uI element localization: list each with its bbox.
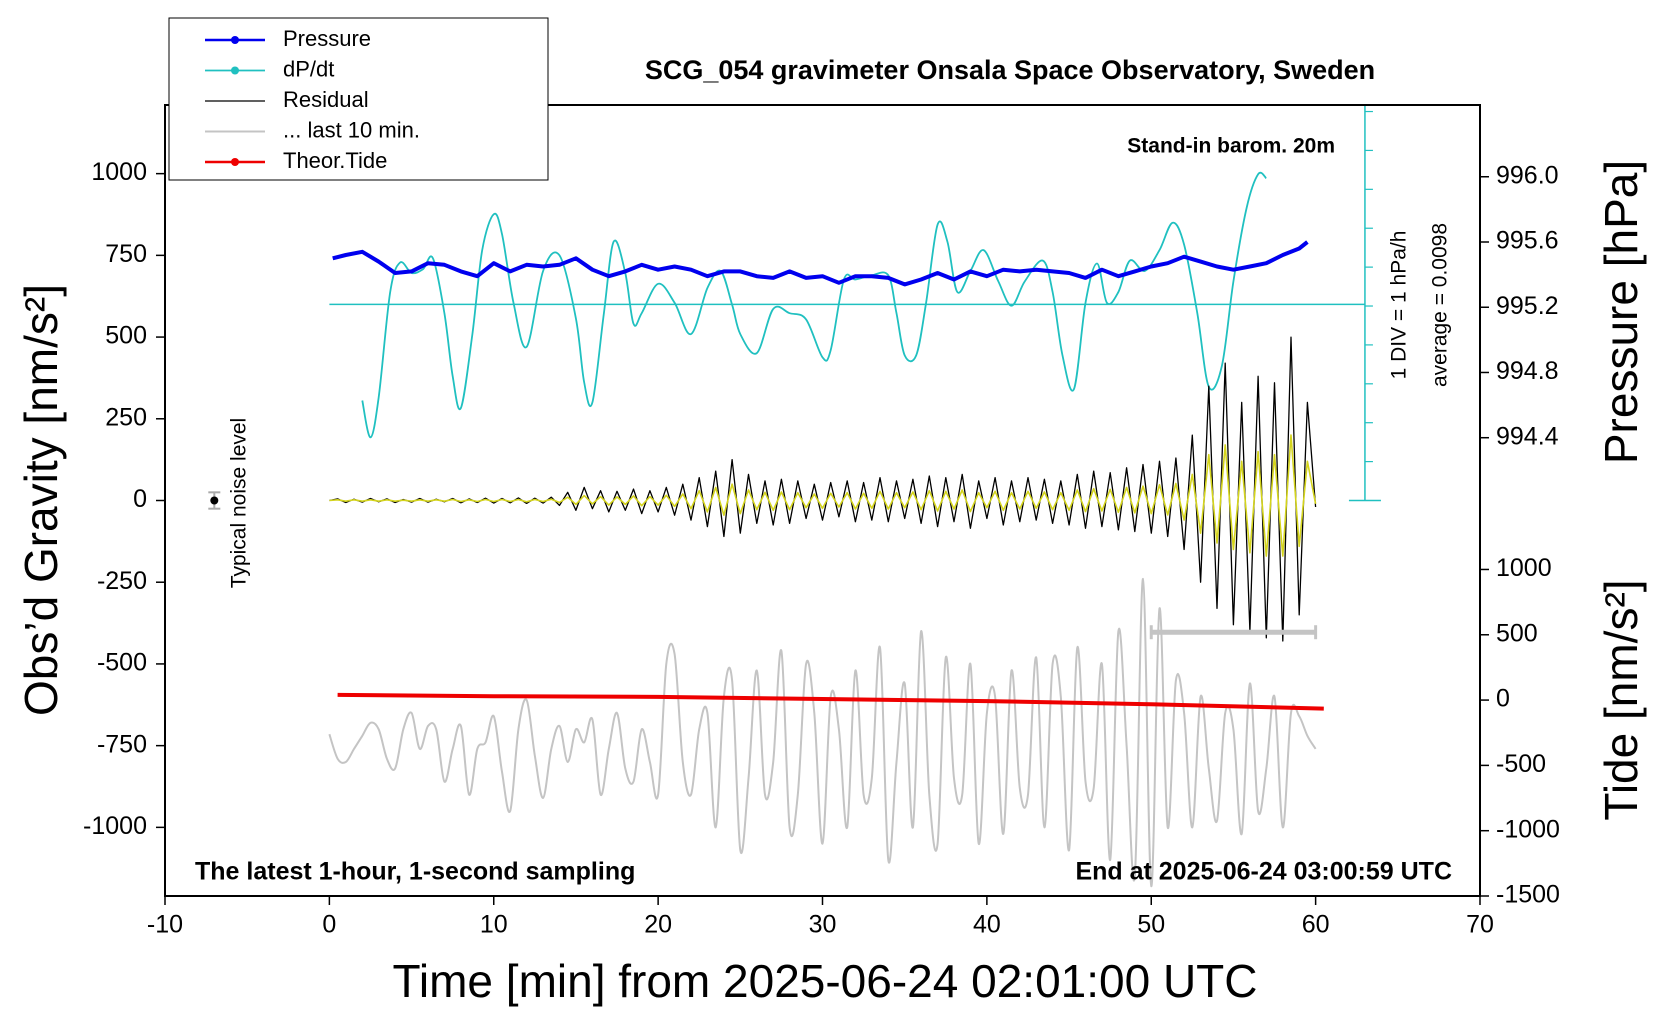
x-axis-title: Time [min] from 2025-06-24 02:01:00 UTC xyxy=(393,955,1258,1007)
annotation: The latest 1-hour, 1-second sampling xyxy=(195,858,635,886)
legend-marker xyxy=(231,158,239,166)
legend-label: dP/dt xyxy=(283,56,334,81)
y2-tick-label: 994.4 xyxy=(1496,422,1559,450)
x-tick-label: 10 xyxy=(480,911,508,939)
y-tick-label: 250 xyxy=(105,403,147,431)
x-tick-label: 50 xyxy=(1137,911,1165,939)
legend-label: Pressure xyxy=(283,26,371,51)
x-tick-label: 70 xyxy=(1466,911,1494,939)
legend: Pressure dP/dt Residual ... last 10 min. The… xyxy=(168,17,549,181)
y3-tick-label: 0 xyxy=(1496,685,1510,713)
series-line xyxy=(361,171,1267,439)
y-axis-title: Obs’d Gravity [nm/s²] xyxy=(15,284,67,716)
x-tick-label: 0 xyxy=(322,911,336,939)
y-tick-label: 0 xyxy=(133,485,147,513)
legend-label: Residual xyxy=(283,87,369,112)
legend-label: Theor.Tide xyxy=(283,148,387,173)
y-tick-label: -750 xyxy=(97,730,147,758)
annotation: 1 DIV = 1 hPa/h xyxy=(1388,231,1411,380)
x-tick-label: 30 xyxy=(809,911,837,939)
y-tick-label: 1000 xyxy=(91,158,147,186)
y3-tick-label: 500 xyxy=(1496,619,1538,647)
y2-axis-title: Pressure [hPa] xyxy=(1595,160,1647,464)
legend-marker xyxy=(231,36,239,44)
x-tick-label: 60 xyxy=(1302,911,1330,939)
series-line xyxy=(328,577,1317,888)
y3-tick-label: -1000 xyxy=(1496,815,1560,843)
y3-tick-label: 1000 xyxy=(1496,554,1552,582)
x-tick-label: 40 xyxy=(973,911,1001,939)
legend-marker xyxy=(231,66,239,75)
y-tick-label: -1000 xyxy=(83,812,147,840)
x-tick-label: 20 xyxy=(644,911,672,939)
series-line xyxy=(337,692,1324,711)
y2-tick-label: 995.2 xyxy=(1496,292,1559,320)
chart-title: SCG_054 gravimeter Onsala Space Observat… xyxy=(645,55,1375,85)
y-tick-label: 750 xyxy=(105,240,147,268)
annotation: Typical noise level xyxy=(228,418,251,588)
y2-tick-label: 996.0 xyxy=(1496,161,1559,189)
plot-layer xyxy=(208,105,1381,888)
series-line xyxy=(329,336,1317,642)
y-tick-label: 500 xyxy=(105,322,147,350)
y2-tick-label: 995.6 xyxy=(1496,227,1559,255)
y-tick-label: -250 xyxy=(97,567,147,595)
y2-tick-label: 994.8 xyxy=(1496,357,1559,385)
y3-tick-label: -1500 xyxy=(1496,881,1560,909)
annotation: Stand-in barom. 20m xyxy=(1127,135,1335,158)
noise-point xyxy=(210,496,219,505)
series-line xyxy=(329,434,1317,557)
annotation: End at 2025-06-24 03:00:59 UTC xyxy=(1075,858,1452,886)
y3-tick-label: -500 xyxy=(1496,750,1546,778)
y3-axis-title: Tide [nm/s²] xyxy=(1595,579,1647,820)
legend-label: ... last 10 min. xyxy=(283,117,420,142)
x-tick-label: -10 xyxy=(147,911,183,939)
annotation: average = 0.0098 xyxy=(1429,223,1452,387)
series-line xyxy=(332,240,1309,287)
y-tick-label: -500 xyxy=(97,649,147,677)
legend-box xyxy=(168,17,549,181)
